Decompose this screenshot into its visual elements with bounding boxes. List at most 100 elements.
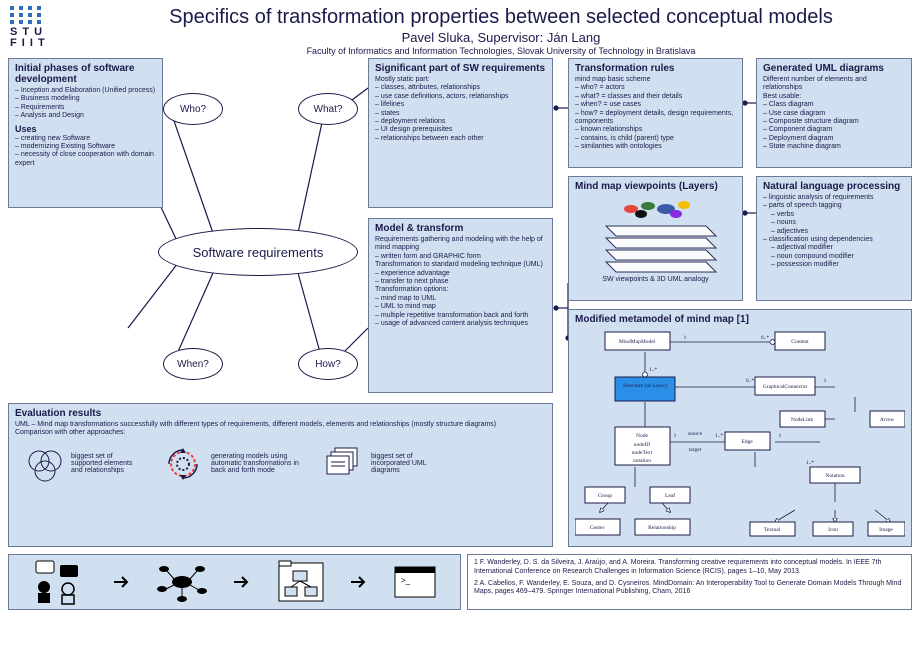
- page-title: Specifics of transformation properties b…: [92, 6, 910, 28]
- item: Analysis and Design: [15, 112, 156, 120]
- svg-text:source: source: [688, 431, 703, 437]
- item: linguistic analysis of requirements: [763, 194, 905, 202]
- p: Transformation options:: [375, 286, 546, 294]
- uses-title: Uses: [15, 124, 156, 134]
- title: Mind map viewpoints (Layers): [575, 181, 736, 192]
- app-icon: >_: [391, 561, 439, 603]
- svg-text:Node: Node: [636, 433, 648, 439]
- item: contains, is child (parent) type: [575, 135, 736, 143]
- logo: S T U F I I T: [10, 6, 82, 49]
- svg-text:Textual: Textual: [764, 527, 781, 533]
- poster-body: Domain experts (SME) Software engineers …: [8, 58, 912, 548]
- eval-item: biggest set of incorporated UML diagrams: [321, 444, 441, 484]
- metamodel-diagram: MindMapModel Content Structure (as Layer…: [575, 327, 905, 537]
- svg-text:Icon: Icon: [828, 527, 838, 533]
- item: adjectives: [763, 228, 905, 236]
- label: What?: [314, 104, 343, 115]
- arrow-icon: [232, 572, 252, 592]
- item: when? = use cases: [575, 101, 736, 109]
- item: classes, attributes, relationships: [375, 84, 546, 92]
- item: modernizing Existing Software: [15, 143, 156, 151]
- item: creating new Software: [15, 135, 156, 143]
- label: How?: [315, 359, 341, 370]
- box-model-transform: Model & transform Requirements gathering…: [368, 218, 553, 393]
- authors: Pavel Sluka, Supervisor: Ján Lang: [92, 30, 910, 45]
- affiliation: Faculty of Informatics and Information T…: [92, 46, 910, 56]
- svg-text:Content: Content: [791, 339, 809, 345]
- item: experience advantage: [375, 270, 546, 278]
- bubble-who: Who?: [163, 93, 223, 125]
- svg-text:0..*: 0..*: [746, 378, 755, 384]
- svg-text:0..*: 0..*: [761, 335, 770, 341]
- bubble-how: How?: [298, 348, 358, 380]
- sub: mind map basic scheme: [575, 76, 736, 84]
- uml-icon: [275, 559, 327, 605]
- svg-text:1..*: 1..*: [715, 433, 724, 439]
- p: UML – Mind map transformations successfu…: [15, 421, 546, 429]
- layers-icon: [581, 194, 731, 274]
- box-evaluation: Evaluation results UML – Mind map transf…: [8, 403, 553, 547]
- stack-icon: [321, 444, 365, 484]
- svg-text:1: 1: [824, 378, 827, 384]
- p: Comparison with other approaches:: [15, 429, 546, 437]
- svg-text:GraphicalConnector: GraphicalConnector: [763, 384, 808, 390]
- p: Requirements gathering and modeling with…: [375, 236, 546, 253]
- item: states: [375, 110, 546, 118]
- svg-text:nodeText: nodeText: [632, 450, 653, 456]
- svg-text:NodeLink: NodeLink: [791, 417, 814, 423]
- box-initial-phases: Initial phases of software development I…: [8, 58, 163, 208]
- title: Evaluation results: [15, 408, 546, 419]
- item: Deployment diagram: [763, 135, 905, 143]
- item: relationships between each other: [375, 135, 546, 143]
- item: lifelines: [375, 101, 546, 109]
- caption: SW viewpoints & 3D UML analogy: [575, 276, 736, 284]
- item: who? = actors: [575, 84, 736, 92]
- svg-text:1..*: 1..*: [649, 367, 658, 373]
- item: verbs: [763, 211, 905, 219]
- venn-icon: [25, 444, 65, 484]
- item: Inception and Elaboration (Unified proce…: [15, 87, 156, 95]
- svg-text:>_: >_: [401, 576, 411, 585]
- title: Significant part of SW requirements: [375, 63, 546, 74]
- footer-pipeline: >_: [8, 554, 461, 610]
- ref: 2 A. Cabellos, F. Wanderley, E. Souza, a…: [474, 580, 905, 598]
- item: Class diagram: [763, 101, 905, 109]
- box-nlp: Natural language processing linguistic a…: [756, 176, 912, 301]
- title: Generated UML diagrams: [763, 63, 905, 74]
- label: When?: [177, 359, 209, 370]
- svg-text:notation: notation: [633, 458, 651, 464]
- box-metamodel: Modified metamodel of mind map [1]: [568, 309, 912, 547]
- item: parts of speech tagging: [763, 202, 905, 210]
- box-significant: Significant part of SW requirements Most…: [368, 58, 553, 208]
- item: Business modeling: [15, 95, 156, 103]
- header: S T U F I I T Specifics of transformatio…: [0, 0, 920, 58]
- title: Natural language processing: [763, 181, 905, 192]
- svg-text:Arrow: Arrow: [880, 417, 894, 423]
- item: how? = deployment details, design requir…: [575, 110, 736, 127]
- box-viewpoints: Mind map viewpoints (Layers) SW viewpoin…: [568, 176, 743, 301]
- item: Composite structure diagram: [763, 118, 905, 126]
- p: Transformation to standard modeling tech…: [375, 261, 546, 269]
- svg-text:1..*: 1..*: [806, 460, 815, 466]
- svg-text:target: target: [689, 447, 702, 453]
- gear-icon: [161, 442, 205, 486]
- svg-text:Image: Image: [879, 527, 893, 533]
- item: State machine diagram: [763, 143, 905, 151]
- bubble-center: Software requirements: [158, 228, 358, 276]
- item: UI design prerequisites: [375, 126, 546, 134]
- svg-text:Edge: Edge: [741, 439, 753, 445]
- svg-text:Notation: Notation: [825, 473, 844, 479]
- label: biggest set of supported elements and re…: [71, 453, 141, 474]
- svg-text:nodeID: nodeID: [634, 442, 651, 448]
- footer-references: 1 F. Wanderley, D. S. da Silveira, J. Ar…: [467, 554, 912, 610]
- arrow-icon: [112, 572, 132, 592]
- arrow-icon: [349, 572, 369, 592]
- item: deployment relations: [375, 118, 546, 126]
- svg-text:Relationship: Relationship: [648, 525, 676, 531]
- eval-item: generating models using automatic transf…: [161, 442, 301, 486]
- svg-text:Group: Group: [598, 493, 612, 499]
- footer: >_ 1 F. Wanderley, D. S. da Silveira, J.…: [8, 554, 912, 610]
- item: noun compound modifier: [763, 253, 905, 261]
- sub: Mostly static part:: [375, 76, 546, 84]
- item: adjectival modifier: [763, 244, 905, 252]
